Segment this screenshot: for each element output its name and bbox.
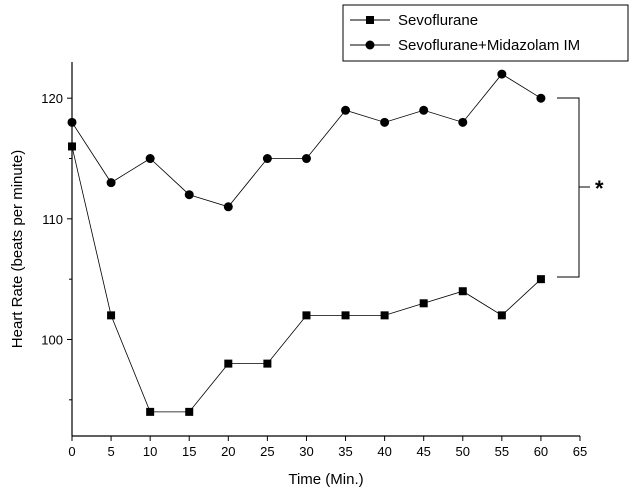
legend: Sevoflurane Sevoflurane+Midazolam IM [342, 4, 629, 62]
x-tick-label: 30 [299, 444, 313, 459]
series-layer [67, 69, 546, 416]
data-point-square [224, 359, 233, 368]
x-tick-label: 55 [495, 444, 509, 459]
x-tick-label: 60 [534, 444, 548, 459]
significance-marker: * [595, 176, 604, 201]
x-tick-label: 40 [377, 444, 391, 459]
x-tick-label: 20 [221, 444, 235, 459]
significance-bracket: * [557, 97, 604, 278]
x-tick-label: 5 [107, 444, 114, 459]
data-point-square [302, 311, 311, 320]
data-point-circle [536, 93, 546, 103]
series-sevoflurane [68, 142, 545, 416]
data-point-circle [497, 69, 507, 79]
data-point-square [341, 311, 350, 320]
data-point-circle [380, 117, 390, 127]
data-point-circle [419, 105, 429, 115]
x-tick-label: 35 [338, 444, 352, 459]
data-point-square [536, 275, 545, 284]
data-point-square [263, 359, 272, 368]
data-point-square [68, 142, 76, 151]
x-tick-label: 25 [260, 444, 274, 459]
x-tick-label: 15 [182, 444, 196, 459]
legend-label-midazolam: Sevoflurane+Midazolam IM [398, 37, 580, 54]
data-point-circle [184, 190, 194, 200]
data-point-circle [67, 117, 77, 127]
y-ticks: 100 110 120 [41, 91, 72, 401]
data-point-circle [262, 154, 272, 164]
data-point-square [380, 311, 389, 320]
data-point-square [497, 311, 506, 320]
x-tick-label: 10 [143, 444, 157, 459]
data-point-circle [145, 154, 155, 164]
x-axis-label: Time (Min.) [288, 471, 363, 488]
x-ticks: 0 5 10 15 20 25 30 35 40 45 50 55 60 65 [68, 436, 587, 459]
data-point-square [107, 311, 116, 320]
data-point-circle [341, 105, 351, 115]
y-axis-label: Heart Rate (beats per minute) [9, 150, 26, 348]
series-sevoflurane-midazolam [67, 69, 546, 212]
bracket-line [557, 97, 590, 278]
series-line [71, 146, 542, 413]
data-point-circle [106, 178, 116, 188]
y-tick-label: 120 [41, 91, 63, 106]
series-line [71, 73, 542, 208]
data-point-circle [458, 117, 468, 127]
x-tick-label: 0 [68, 444, 75, 459]
legend-marker-circle [365, 40, 375, 50]
data-point-square [458, 287, 467, 296]
data-point-square [146, 407, 155, 416]
x-tick-label: 65 [573, 444, 587, 459]
y-tick-label: 100 [41, 332, 63, 347]
legend-box [342, 4, 629, 62]
y-tick-label: 110 [42, 212, 63, 227]
legend-marker-square [366, 16, 374, 24]
data-point-square [185, 407, 194, 416]
data-point-square [419, 299, 428, 308]
legend-label-sevoflurane: Sevoflurane [398, 12, 478, 29]
data-point-circle [301, 154, 311, 164]
x-tick-label: 50 [456, 444, 470, 459]
x-tick-label: 45 [416, 444, 430, 459]
data-point-circle [223, 202, 233, 212]
